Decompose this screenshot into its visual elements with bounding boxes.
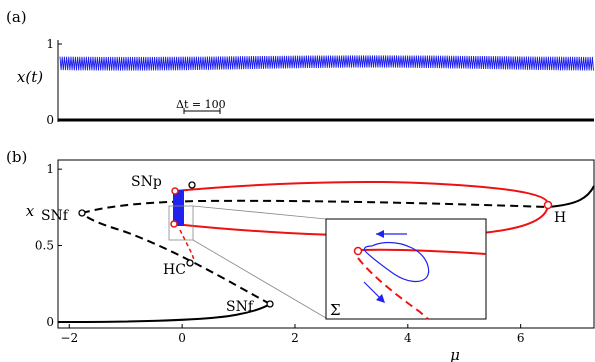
inset-trajectory [363, 241, 430, 283]
xtick-label-4: 6 [517, 331, 525, 345]
xtick-label-3: 4 [404, 331, 412, 345]
label-hc: HC [163, 262, 186, 278]
branch-stable-upper [547, 185, 595, 208]
panel-label-a: (a) [6, 8, 27, 26]
inset-unstable-orbit [357, 257, 429, 320]
marker-hc [186, 259, 194, 267]
zoom-guide-bottom [192, 239, 327, 319]
xtick-label-1: 0 [178, 331, 186, 345]
marker-snf-upper [78, 209, 86, 217]
label-snf-lower: SNf [226, 299, 255, 315]
inset-sigma-label: Σ [330, 301, 341, 319]
panel-b-xlabel: μ [450, 346, 460, 362]
ytick-label-0: 0 [46, 315, 54, 329]
unstable-orbit-dashed [179, 229, 195, 261]
panel-b-xticks: −2 0 2 4 6 [60, 324, 524, 345]
panel-a: 1 0 x(t) Δt = 100 [17, 37, 594, 127]
inset-arrow-top-head [376, 230, 384, 238]
panel-b-frame [57, 159, 595, 329]
zoom-guide-top [192, 205, 327, 220]
marker-h [543, 200, 553, 210]
chaotic-band [173, 190, 184, 226]
panel-b-ylabel: x [26, 202, 35, 220]
xtick-label-0: −2 [60, 331, 78, 345]
label-h: H [554, 210, 566, 226]
panel-a-ytick-label-1: 1 [46, 37, 54, 51]
marker-periodic-lower [170, 220, 178, 228]
panel-label-b: (b) [6, 148, 27, 166]
scalebar-label: Δt = 100 [176, 98, 226, 111]
panel-a-ytick-label-0: 0 [46, 113, 54, 127]
ytick-label-1: 0.5 [35, 239, 54, 253]
inset: Σ [325, 218, 487, 320]
ytick-label-2: 1 [46, 162, 54, 176]
branch-unstable-upper [81, 199, 549, 214]
label-snf-upper: SNf [41, 208, 70, 224]
xtick-label-2: 2 [291, 331, 299, 345]
panel-b: −2 0 2 4 6 0 0.5 1 x μ SNp SNf HC SNf H [26, 159, 595, 362]
panel-a-ylabel: x(t) [17, 68, 43, 86]
zoom-box [168, 205, 194, 241]
marker-snf-lower [266, 300, 274, 308]
branch-stable-lower [57, 303, 271, 323]
marker-periodic-upper [171, 187, 179, 195]
inset-arrow-bottom-head [376, 294, 385, 303]
label-snp: SNp [131, 174, 162, 190]
panel-a-signal [59, 55, 594, 71]
inset-periodic-orbit [359, 248, 487, 255]
marker-snp [188, 181, 196, 189]
branch-unstable-middle [81, 212, 271, 305]
inset-saddle-marker [353, 246, 363, 256]
